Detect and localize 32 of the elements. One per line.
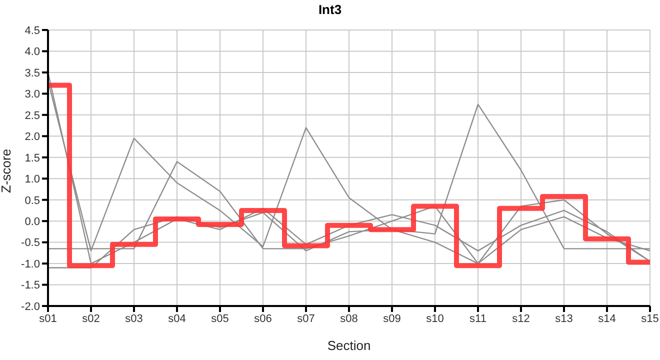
x-tick-label: s05	[211, 312, 229, 325]
x-tick-label: s09	[383, 312, 401, 325]
y-tick-label: 4.0	[24, 46, 40, 58]
y-tick-label: 0.5	[24, 194, 40, 207]
y-tick-label: -2.0	[21, 300, 40, 313]
x-tick-label: s02	[82, 312, 100, 325]
y-tick-label: -1.5	[21, 280, 40, 292]
y-tick-label: 2.5	[24, 110, 40, 122]
x-tick-label: s01	[39, 312, 57, 325]
y-axis-title: Z-score	[0, 148, 14, 193]
x-tick-label: s03	[125, 312, 143, 325]
x-tick-label: s11	[470, 312, 486, 325]
x-axis-title: Section	[327, 338, 371, 353]
x-tick-label: s06	[254, 312, 272, 325]
x-tick-label: s15	[641, 312, 659, 325]
y-tick-label: 0.0	[24, 216, 40, 228]
y-tick-label: 1.5	[24, 152, 40, 164]
x-tick-label: s08	[340, 312, 358, 325]
y-tick-label: 2.0	[24, 131, 40, 144]
x-tick-label: s13	[555, 312, 573, 325]
y-tick-label: 1.0	[24, 174, 40, 186]
y-tick-label: 3.0	[24, 88, 40, 101]
x-tick-label: s14	[598, 312, 616, 325]
y-tick-label: -0.5	[21, 237, 40, 250]
y-tick-label: 4.5	[24, 24, 40, 37]
y-tick-label: 3.5	[24, 67, 40, 80]
y-tick-label: -1.0	[21, 258, 40, 270]
chart-title: Int3	[317, 2, 343, 19]
x-tick-label: s12	[512, 312, 530, 325]
x-tick-label: s04	[168, 312, 186, 325]
x-tick-label: s10	[426, 312, 444, 325]
x-tick-label: s07	[297, 312, 315, 325]
